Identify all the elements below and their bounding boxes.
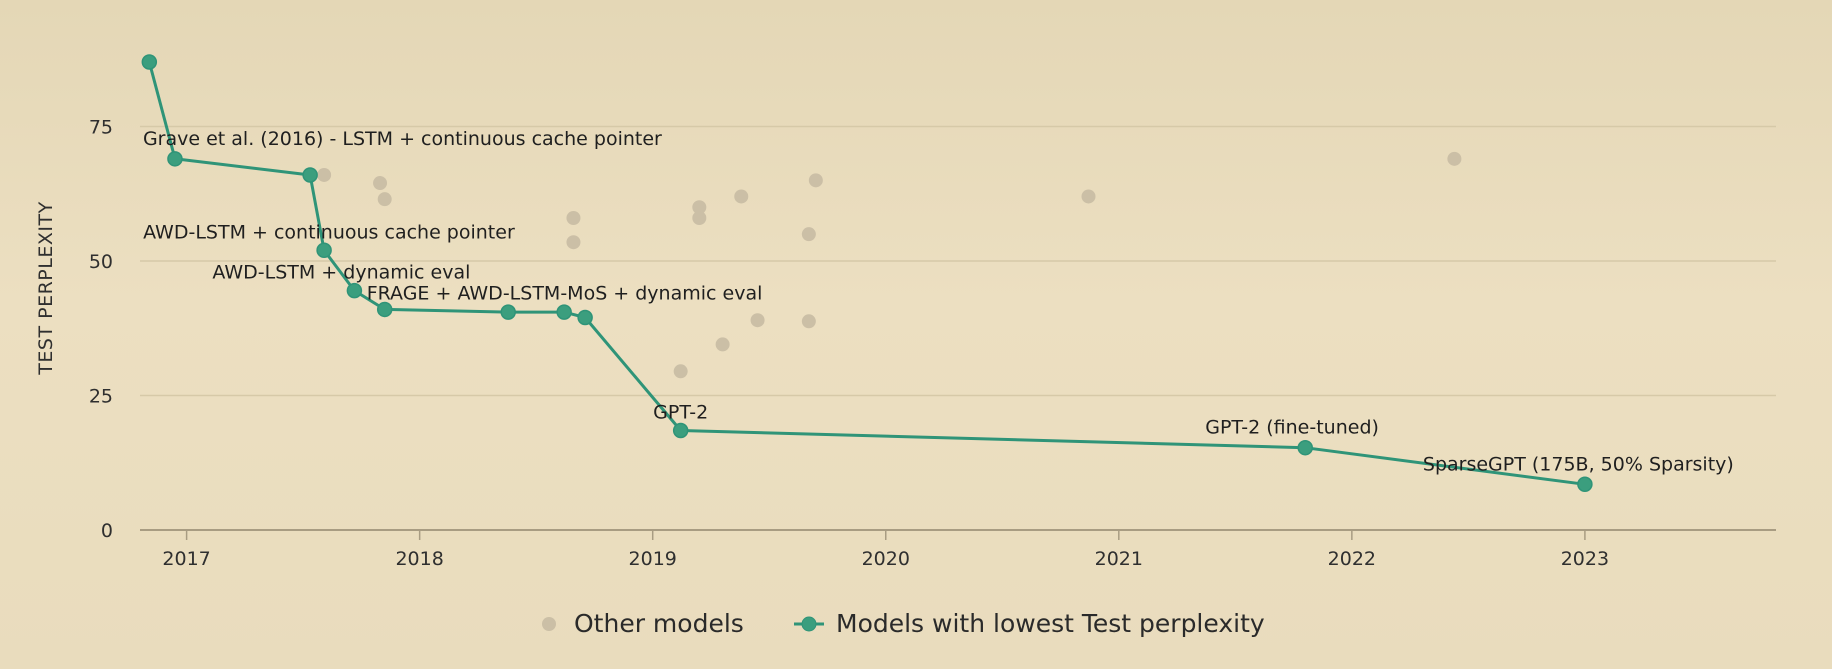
frontier-point[interactable] <box>346 282 363 299</box>
frontier-points <box>141 54 1593 493</box>
x-tick-label: 2023 <box>1561 548 1609 570</box>
frontier-point[interactable] <box>316 242 332 259</box>
other-model-point[interactable] <box>373 176 388 191</box>
grid-lines <box>140 125 1776 397</box>
frontier-line <box>147 61 1586 486</box>
frontier-line-layer <box>147 61 1586 486</box>
other-model-point[interactable] <box>715 337 730 352</box>
other-model-point[interactable] <box>1447 151 1462 166</box>
point-annotation: AWD-LSTM + continuous cache pointer <box>143 221 515 243</box>
legend-other-label: Other models <box>574 609 744 638</box>
frontier-point[interactable] <box>672 422 689 439</box>
y-tick-label: 75 <box>89 117 113 139</box>
point-annotation: SparseGPT (175B, 50% Sparsity) <box>1423 453 1734 475</box>
frontier-point[interactable] <box>167 151 183 167</box>
other-model-point[interactable] <box>1081 189 1096 204</box>
other-model-point[interactable] <box>808 173 823 188</box>
point-annotation: AWD-LSTM + dynamic eval <box>212 262 470 284</box>
y-tick-label: 50 <box>89 251 113 273</box>
other-model-point[interactable] <box>377 192 392 207</box>
x-tick-label: 2019 <box>629 548 677 570</box>
other-models-points <box>317 151 1462 379</box>
point-annotation: GPT-2 (fine-tuned) <box>1205 417 1379 439</box>
x-tick-label: 2022 <box>1328 548 1376 570</box>
other-model-point[interactable] <box>566 211 581 225</box>
frontier-point[interactable] <box>556 304 572 320</box>
other-model-point[interactable] <box>673 364 688 379</box>
point-annotation: GPT-2 <box>653 401 708 423</box>
legend-frontier-marker <box>801 616 817 632</box>
other-model-point[interactable] <box>734 189 749 204</box>
frontier-point[interactable] <box>302 167 318 183</box>
frontier-point[interactable] <box>141 54 158 70</box>
other-model-point[interactable] <box>692 200 707 215</box>
other-model-point[interactable] <box>566 235 581 250</box>
axes: 0 25 50 75 2017 2018 2019 2020 2021 2022 2023 <box>89 117 1776 570</box>
legend-other-marker <box>542 617 556 631</box>
x-tick-label: 2017 <box>162 548 210 570</box>
other-model-point[interactable] <box>317 167 332 182</box>
frontier-point[interactable] <box>1297 439 1313 456</box>
other-model-point[interactable] <box>801 314 816 329</box>
other-model-point[interactable] <box>750 313 765 328</box>
legend[interactable]: Other models Models with lowest Test per… <box>542 609 1265 638</box>
point-annotations: Grave et al. (2016) - LSTM + continuous … <box>143 128 1734 475</box>
other-model-point[interactable] <box>692 211 707 225</box>
frontier-point[interactable] <box>500 304 516 320</box>
frontier-point[interactable] <box>577 309 593 326</box>
frontier-point[interactable] <box>376 301 393 318</box>
x-tick-label: 2020 <box>862 548 910 570</box>
point-annotation: FRAGE + AWD-LSTM-MoS + dynamic eval <box>367 282 763 304</box>
legend-frontier-label: Models with lowest Test perplexity <box>836 609 1265 638</box>
other-model-point[interactable] <box>801 227 816 242</box>
x-tick-label: 2018 <box>395 548 443 570</box>
y-tick-label: 0 <box>101 520 113 542</box>
point-annotation: Grave et al. (2016) - LSTM + continuous … <box>143 128 662 150</box>
y-axis-title: TEST PERPLEXITY <box>35 201 57 375</box>
frontier-point[interactable] <box>1577 476 1593 493</box>
x-tick-label: 2021 <box>1095 548 1143 570</box>
y-tick-label: 25 <box>89 386 113 408</box>
